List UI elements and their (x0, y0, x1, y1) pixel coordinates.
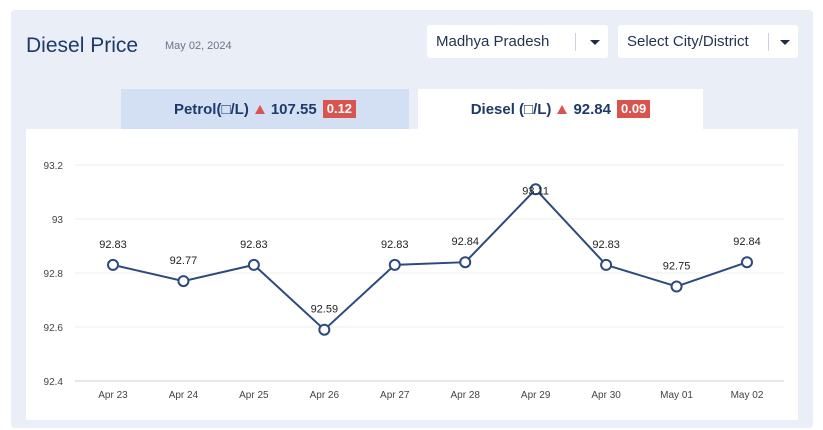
data-label: 92.77 (170, 255, 198, 267)
diesel-price: 92.84 (573, 100, 611, 118)
state-select-value: Madhya Pradesh (436, 33, 550, 50)
data-label: 92.84 (451, 236, 479, 248)
diesel-tab-label: Diesel (□/L) (470, 100, 552, 118)
tab-diesel[interactable]: Diesel (□/L) 92.84 0.09 (418, 89, 703, 129)
tab-petrol[interactable]: Petrol(□/L) 107.55 0.12 (121, 89, 409, 129)
data-label: 92.75 (663, 261, 691, 273)
y-tick-label: 92.4 (44, 377, 64, 388)
city-select-value: Select City/District (627, 33, 749, 50)
y-tick-label: 93.2 (44, 161, 64, 172)
x-tick-label: Apr 24 (169, 390, 199, 401)
data-label: 92.83 (240, 239, 268, 251)
triangle-up-icon (254, 104, 265, 114)
x-tick-label: May 01 (660, 390, 693, 401)
data-point (247, 258, 260, 271)
data-label: 92.83 (99, 239, 127, 251)
triangle-up-icon (557, 104, 568, 114)
data-point (318, 323, 331, 336)
x-tick-label: Apr 23 (98, 390, 128, 401)
data-point (459, 256, 472, 269)
x-tick-label: May 02 (731, 390, 764, 401)
data-point (741, 256, 753, 269)
price-date: May 02, 2024 (165, 40, 232, 52)
y-tick-label: 92.6 (44, 323, 64, 334)
petrol-price: 107.55 (270, 100, 317, 118)
chevron-down-icon (780, 40, 790, 45)
data-label: 92.84 (733, 236, 761, 248)
city-select[interactable]: Select City/District (618, 25, 798, 58)
x-tick-label: Apr 30 (591, 390, 621, 401)
chevron-down-icon (590, 40, 600, 45)
data-point (107, 258, 119, 271)
data-point (388, 258, 401, 271)
petrol-tab-label: Petrol(□/L) (173, 100, 249, 118)
city-select-divider (768, 33, 769, 51)
data-label: 92.83 (381, 239, 409, 251)
data-label: 92.59 (311, 304, 339, 316)
x-tick-label: Apr 25 (239, 390, 269, 401)
data-point (670, 280, 683, 293)
state-select[interactable]: Madhya Pradesh (427, 25, 608, 58)
x-tick-label: Apr 28 (450, 390, 480, 401)
petrol-change-badge: 0.12 (322, 100, 357, 118)
x-tick-label: Apr 29 (521, 390, 551, 401)
x-tick-label: Apr 27 (380, 390, 410, 401)
diesel-change-badge: 0.09 (616, 100, 651, 118)
y-tick-label: 92.8 (44, 269, 64, 280)
state-select-divider (575, 33, 576, 51)
x-tick-label: Apr 26 (310, 390, 340, 401)
data-point (177, 275, 190, 288)
data-label: 93.11 (522, 185, 549, 197)
data-point (529, 183, 542, 196)
series-line (112, 187, 748, 332)
y-tick-label: 93 (52, 215, 64, 226)
data-label: 92.83 (592, 239, 620, 251)
data-point (600, 258, 613, 271)
page-title: Diesel Price (26, 34, 139, 57)
